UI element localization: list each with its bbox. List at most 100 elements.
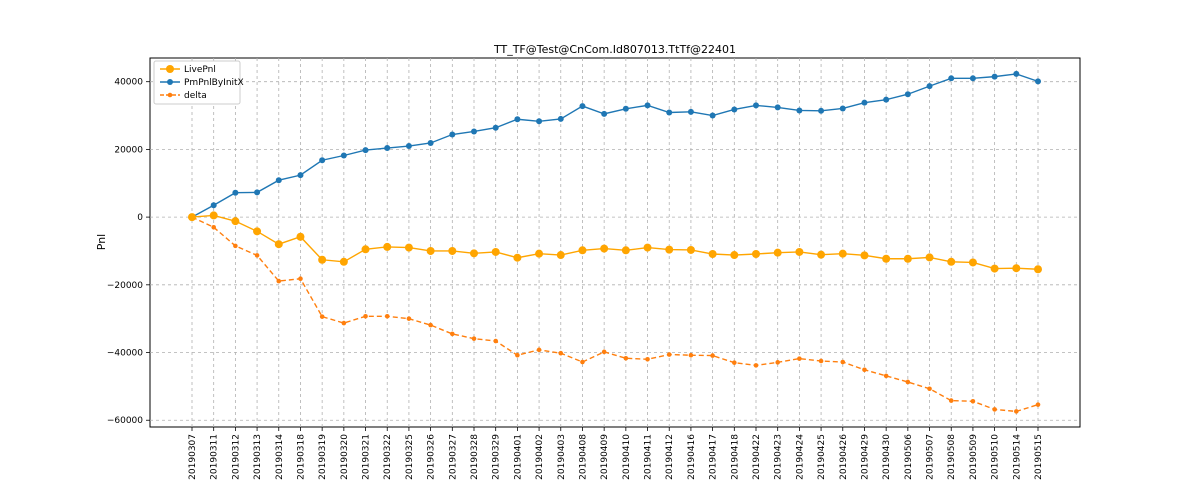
data-point-pmpnlbyinitx <box>1035 78 1041 85</box>
data-point-pmpnlbyinitx <box>731 106 738 113</box>
data-point-delta <box>862 367 867 373</box>
data-point-pmpnlbyinitx <box>405 143 412 150</box>
data-point-pmpnlbyinitx <box>818 107 825 114</box>
data-point-livepnl <box>491 247 500 256</box>
data-point-livepnl <box>925 253 934 262</box>
data-point-livepnl <box>231 217 240 226</box>
data-point-delta <box>797 356 802 361</box>
x-tick-label: 20190307 <box>188 434 198 480</box>
legend-label-livepnl: LivePnl <box>184 65 216 75</box>
data-point-pmpnlbyinitx <box>297 172 304 179</box>
y-tick-label: −60000 <box>107 416 143 426</box>
data-point-delta <box>992 407 997 412</box>
x-tick-label: 20190320 <box>340 434 350 480</box>
x-tick-label: 20190429 <box>860 434 870 480</box>
data-point-delta <box>840 359 846 365</box>
data-point-livepnl <box>383 242 392 251</box>
data-point-delta <box>601 349 607 355</box>
y-tick-label: 20000 <box>114 145 143 155</box>
x-tick-label: 20190402 <box>535 434 545 480</box>
data-point-pmpnlbyinitx <box>275 177 282 184</box>
data-point-pmpnlbyinitx <box>210 202 217 209</box>
legend: LivePnl PmPnlByInitX delta <box>153 60 244 105</box>
data-point-pmpnlbyinitx <box>362 147 369 154</box>
data-point-delta <box>775 360 780 365</box>
data-point-livepnl <box>860 251 869 260</box>
data-point-delta <box>319 314 325 319</box>
data-point-delta <box>298 276 303 282</box>
data-point-pmpnlbyinitx <box>557 115 564 122</box>
data-point-livepnl <box>643 243 652 252</box>
data-point-livepnl <box>188 213 196 222</box>
data-point-livepnl <box>318 255 327 264</box>
data-point-pmpnlbyinitx <box>449 131 456 138</box>
data-point-pmpnlbyinitx <box>926 83 933 90</box>
x-tick-label: 20190326 <box>427 434 437 480</box>
data-point-livepnl <box>903 254 912 263</box>
data-point-delta <box>905 379 911 385</box>
y-axis: −60000 −40000 −20000 0 20000 40000 <box>107 78 150 426</box>
data-point-pmpnlbyinitx <box>709 112 716 119</box>
data-point-delta <box>883 373 889 379</box>
x-tick-label: 20190430 <box>882 434 892 480</box>
data-point-delta <box>623 355 629 361</box>
data-point-livepnl <box>1034 265 1042 274</box>
data-point-pmpnlbyinitx <box>319 157 326 164</box>
data-point-delta <box>927 386 932 392</box>
legend-marker-pmpnlbyinitx <box>167 79 173 85</box>
data-point-delta <box>384 314 390 319</box>
x-tick-label: 20190426 <box>839 434 849 480</box>
data-point-delta <box>254 253 260 258</box>
data-point-delta <box>428 322 433 328</box>
data-point-delta <box>233 243 238 249</box>
data-point-pmpnlbyinitx <box>969 75 976 82</box>
data-point-livepnl <box>990 264 999 273</box>
x-tick-label: 20190401 <box>513 434 523 480</box>
data-point-pmpnlbyinitx <box>340 152 347 159</box>
x-tick-label: 20190410 <box>622 434 632 480</box>
data-point-livepnl <box>882 254 891 263</box>
data-point-delta <box>536 347 542 353</box>
data-point-delta <box>818 358 824 364</box>
data-point-pmpnlbyinitx <box>948 75 955 82</box>
data-point-livepnl <box>535 249 544 258</box>
data-point-pmpnlbyinitx <box>687 108 694 115</box>
data-point-delta <box>1035 402 1041 407</box>
x-tick-label: 20190409 <box>600 434 610 480</box>
x-tick-label: 20190412 <box>665 434 675 480</box>
x-tick-label: 20190311 <box>210 434 220 480</box>
data-point-livepnl <box>209 211 218 220</box>
legend-label-pmpnlbyinitx: PmPnlByInitX <box>184 78 244 88</box>
data-point-pmpnlbyinitx <box>774 104 781 111</box>
data-point-pmpnlbyinitx <box>753 102 759 109</box>
data-point-livepnl <box>665 245 674 254</box>
data-point-pmpnlbyinitx <box>644 102 651 109</box>
x-tick-label: 20190313 <box>253 434 263 480</box>
x-axis: 20190307 20190311 20190312 20190313 20190314… <box>188 427 1044 480</box>
data-point-delta <box>363 314 368 319</box>
y-tick-label: 40000 <box>114 78 143 88</box>
data-point-livepnl <box>1012 264 1021 273</box>
x-tick-label: 20190425 <box>817 434 827 480</box>
data-point-delta <box>211 224 216 230</box>
data-point-livepnl <box>708 250 717 259</box>
x-tick-label: 20190322 <box>383 434 393 480</box>
data-point-delta <box>710 353 715 358</box>
data-point-livepnl <box>600 244 609 253</box>
data-point-livepnl <box>361 245 370 254</box>
data-point-pmpnlbyinitx <box>536 118 543 125</box>
x-tick-label: 20190327 <box>448 434 458 480</box>
data-point-pmpnlbyinitx <box>601 110 608 117</box>
data-point-pmpnlbyinitx <box>384 145 391 152</box>
data-point-delta <box>970 398 976 404</box>
data-point-delta <box>341 320 347 326</box>
x-tick-label: 20190319 <box>318 434 328 480</box>
y-axis-label: Pnl <box>95 234 108 250</box>
x-tick-label: 20190329 <box>492 434 502 480</box>
data-point-pmpnlbyinitx <box>471 128 477 135</box>
x-tick-label: 20190325 <box>405 434 415 480</box>
data-point-pmpnlbyinitx <box>796 107 803 114</box>
data-point-pmpnlbyinitx <box>861 99 868 106</box>
data-point-livepnl <box>730 251 739 260</box>
